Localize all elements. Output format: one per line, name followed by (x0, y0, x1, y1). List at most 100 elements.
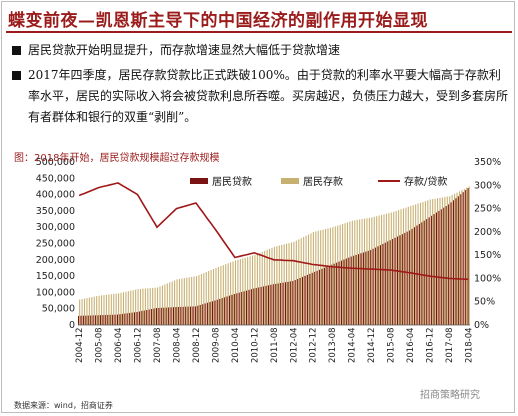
deposits-bar (188, 277, 190, 325)
deposits-bar (307, 234, 310, 325)
loans-bar (440, 209, 442, 325)
loans-bar (282, 282, 284, 325)
loans-bar (384, 242, 386, 325)
loans-bar (175, 307, 177, 325)
x-tick-label: 2006-04 (114, 327, 124, 363)
legend-swatch (281, 178, 299, 184)
deposits-bar (108, 294, 110, 325)
deposits-bar (152, 287, 154, 325)
deposits-bar (439, 197, 441, 325)
chart-title: 图：2018年开始，居民贷款规模超过存款规模 (14, 153, 220, 164)
loans-bar (85, 315, 87, 325)
deposits-bar (295, 240, 297, 325)
deposits-bar (147, 288, 149, 325)
bullet-item: 居民贷款开始明显提升，而存款增速显然大幅低于贷款增速 (10, 40, 510, 61)
loans-bar (246, 290, 248, 325)
source-note: 数据来源：wind，招商证券 (14, 401, 113, 410)
deposits-bar (157, 287, 159, 325)
loans-bar (448, 204, 450, 325)
deposits-bar (135, 289, 137, 325)
loans-bar (119, 314, 121, 325)
legend-label: 存款/贷款 (404, 175, 447, 188)
deposits-bar (305, 235, 307, 325)
loans-bar (284, 282, 287, 325)
loans-bar (443, 207, 445, 325)
loans-bar (148, 309, 150, 325)
deposits-bar (368, 217, 370, 325)
deposits-bar (315, 231, 317, 325)
loans-bar (462, 192, 464, 325)
deposits-bar (139, 288, 142, 325)
x-tick-label: 2010-04 (231, 327, 241, 363)
loans-bar (321, 268, 323, 325)
loans-bar (90, 315, 92, 325)
deposits-bar (256, 253, 258, 325)
x-tick-label: 2007-08 (153, 327, 163, 363)
deposits-bar (281, 244, 283, 325)
loans-bar (263, 286, 265, 325)
y-tick-label: 500,000 (36, 157, 75, 168)
y2-tick-label: 50% (474, 297, 495, 308)
loans-bar (192, 306, 194, 325)
loans-bar (292, 280, 294, 325)
loans-bar (243, 291, 245, 325)
deposits-bar (317, 230, 319, 325)
bullet-text: 居民贷款开始明显提升，而存款增速显然大幅低于贷款增速 (28, 43, 341, 57)
loans-bar (219, 298, 221, 325)
deposits-bar (342, 223, 344, 325)
loans-bar (309, 273, 311, 325)
loans-bar (389, 240, 391, 325)
loans-bar (107, 314, 109, 325)
legend-swatch (190, 178, 208, 184)
ratio-line (78, 182, 469, 281)
x-tick-label: 2014-12 (367, 327, 377, 363)
deposits-bar (402, 208, 405, 325)
loans-bar (270, 284, 272, 325)
deposits-bar (356, 219, 358, 325)
loans-bar (80, 315, 82, 325)
bullet-square-icon (12, 71, 21, 80)
loans-bar (455, 198, 457, 325)
deposits-bar (429, 199, 431, 325)
deposits-bar (186, 277, 188, 325)
deposits-bar (300, 238, 302, 325)
loans-bar (99, 315, 102, 325)
bullet-square-icon (12, 46, 21, 55)
deposits-bar (361, 219, 363, 325)
deposits-bar (86, 298, 88, 325)
deposits-bar (169, 282, 171, 325)
deposits-bar (98, 295, 100, 325)
deposits-bar (371, 217, 373, 325)
loans-bar (375, 247, 377, 325)
loans-bar (280, 283, 282, 325)
deposits-bar (261, 251, 263, 325)
loans-bar (365, 251, 367, 325)
x-tick-label: 2011-08 (270, 327, 280, 363)
loans-bar (435, 212, 438, 325)
deposits-bar (466, 187, 468, 325)
deposits-bar (137, 289, 139, 325)
deposits-bar (130, 290, 132, 325)
deposits-bar (446, 196, 448, 325)
deposits-bar (120, 292, 122, 325)
deposits-bar (376, 216, 378, 325)
loans-bar (258, 287, 260, 325)
loans-bar (92, 315, 94, 325)
loans-bar (336, 262, 338, 325)
x-tick-label: 2015-08 (387, 327, 397, 363)
deposits-bar (93, 296, 95, 325)
x-tick-label: 2008-04 (172, 327, 182, 363)
loans-bar (353, 255, 355, 325)
loans-bar (399, 235, 401, 325)
bullet-item: 2017年四季度，居民存款贷款比正式跌破100%。由于贷款的利率水平要大幅高于存… (10, 65, 510, 128)
loans-bar (299, 277, 301, 325)
loans-bar (311, 272, 313, 325)
loans-bar (104, 314, 106, 325)
deposits-bar (322, 229, 324, 325)
deposits-bar (327, 228, 329, 325)
loans-bar (134, 312, 136, 325)
deposits-bar (310, 233, 312, 325)
deposits-bar (227, 263, 229, 325)
deposits-bar (432, 199, 434, 325)
